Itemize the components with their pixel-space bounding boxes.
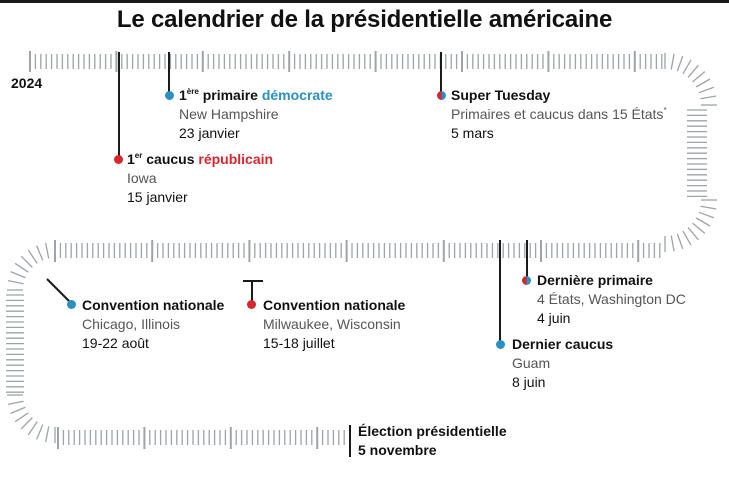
last-caucus-place: Guam — [512, 355, 551, 371]
track-tick — [27, 249, 38, 264]
track-tick — [687, 64, 699, 78]
convention-dem-place: Chicago, Illinois — [82, 316, 181, 332]
election-date: 5 novembre — [358, 442, 437, 458]
track-tick — [692, 71, 706, 83]
dem-primary-party: démocrate — [261, 87, 333, 103]
last-primary-place: 4 États, Washington DC — [537, 291, 686, 307]
connector-convention-dem — [46, 278, 72, 304]
track-tick — [687, 227, 699, 241]
election-marker — [349, 425, 351, 457]
dem-primary-place: New Hampshire — [179, 106, 279, 122]
convention-dem-date: 19-22 août — [82, 335, 149, 351]
last-caucus-dot — [496, 340, 505, 349]
rep-caucus-date: 15 janvier — [127, 189, 188, 205]
track-tick — [692, 222, 706, 234]
track-tick — [700, 95, 717, 100]
rep-caucus-title: 1er caucus républicain — [127, 150, 273, 169]
rep-caucus-party: républicain — [198, 151, 274, 167]
track-tick — [682, 59, 692, 75]
year-label: 2024 — [11, 75, 43, 91]
last-primary-dot — [522, 276, 531, 285]
track-tick — [698, 211, 715, 219]
event-convention-rep: Convention nationale Milwaukee, Wisconsi… — [263, 296, 405, 353]
rep-caucus-dot — [114, 155, 123, 164]
track-tick — [700, 205, 717, 210]
convention-dem-dot — [67, 300, 76, 309]
rep-caucus-label: caucus — [146, 151, 195, 167]
election-title: Élection présidentielle — [358, 423, 507, 439]
event-last-primary: Dernière primaire 4 États, Washington DC… — [537, 271, 686, 328]
super-tuesday-footnote: * — [663, 106, 667, 115]
track-tick — [676, 233, 684, 250]
event-rep-caucus: 1er caucus républicain Iowa 15 janvier — [127, 150, 273, 207]
convention-rep-title: Convention nationale — [263, 297, 406, 313]
event-dem-primary: 1ère primaire démocrate New Hampshire 23… — [179, 86, 333, 143]
dem-primary-dot — [165, 91, 174, 100]
convention-rep-date: 15-18 juillet — [263, 335, 335, 351]
track-tick — [676, 55, 684, 72]
track-tick — [698, 86, 715, 94]
track-tick — [7, 400, 24, 406]
track-tick — [44, 426, 50, 443]
track-tick — [44, 242, 50, 259]
last-caucus-title: Dernier caucus — [512, 336, 614, 352]
track-tick — [14, 412, 29, 423]
track-tick — [10, 406, 26, 414]
rep-caucus-num: 1 — [127, 151, 135, 167]
event-last-caucus: Dernier caucus Guam 8 juin — [512, 335, 613, 392]
track-tick — [682, 230, 692, 246]
dem-primary-num: 1 — [179, 87, 187, 103]
track-tick — [36, 245, 44, 261]
page-title: Le calendrier de la présidentielle améri… — [116, 6, 613, 33]
track-tick — [695, 217, 711, 227]
track-tick — [20, 417, 33, 430]
convention-dem-title: Convention nationale — [82, 297, 225, 313]
event-election: Élection présidentielle 5 novembre — [358, 422, 507, 460]
dem-primary-sup: ère — [186, 87, 199, 96]
top-rule — [0, 0, 729, 3]
super-tuesday-date: 5 mars — [451, 125, 494, 141]
track-tick — [14, 262, 29, 273]
event-convention-dem: Convention nationale Chicago, Illinois 1… — [82, 296, 224, 353]
track-tick — [7, 279, 24, 285]
track-tick — [695, 78, 711, 88]
track-tick — [20, 255, 33, 268]
rep-caucus-sup: er — [134, 151, 143, 160]
track-tick — [670, 235, 675, 252]
last-primary-title: Dernière primaire — [537, 272, 653, 288]
timeline-ticks — [6, 51, 717, 449]
last-caucus-date: 8 juin — [512, 374, 546, 390]
dem-primary-title: 1ère primaire démocrate — [179, 86, 333, 105]
track-tick — [27, 421, 38, 436]
rep-caucus-place: Iowa — [127, 170, 157, 186]
convention-rep-place: Milwaukee, Wisconsin — [263, 316, 401, 332]
dem-primary-date: 23 janvier — [179, 125, 240, 141]
super-tuesday-dot — [437, 91, 446, 100]
event-connectors — [46, 52, 528, 343]
track-tick — [36, 424, 44, 440]
last-primary-date: 4 juin — [537, 310, 571, 326]
convention-rep-dot — [247, 300, 256, 309]
track-tick — [10, 271, 26, 279]
dem-primary-label: primaire — [202, 87, 258, 103]
super-tuesday-place-line: Primaires et caucus dans 15 États* — [451, 105, 667, 124]
event-super-tuesday: Super Tuesday Primaires et caucus dans 1… — [451, 86, 667, 143]
super-tuesday-place: Primaires et caucus dans 15 États — [451, 106, 664, 122]
super-tuesday-title: Super Tuesday — [451, 87, 551, 103]
track-tick — [670, 53, 675, 70]
